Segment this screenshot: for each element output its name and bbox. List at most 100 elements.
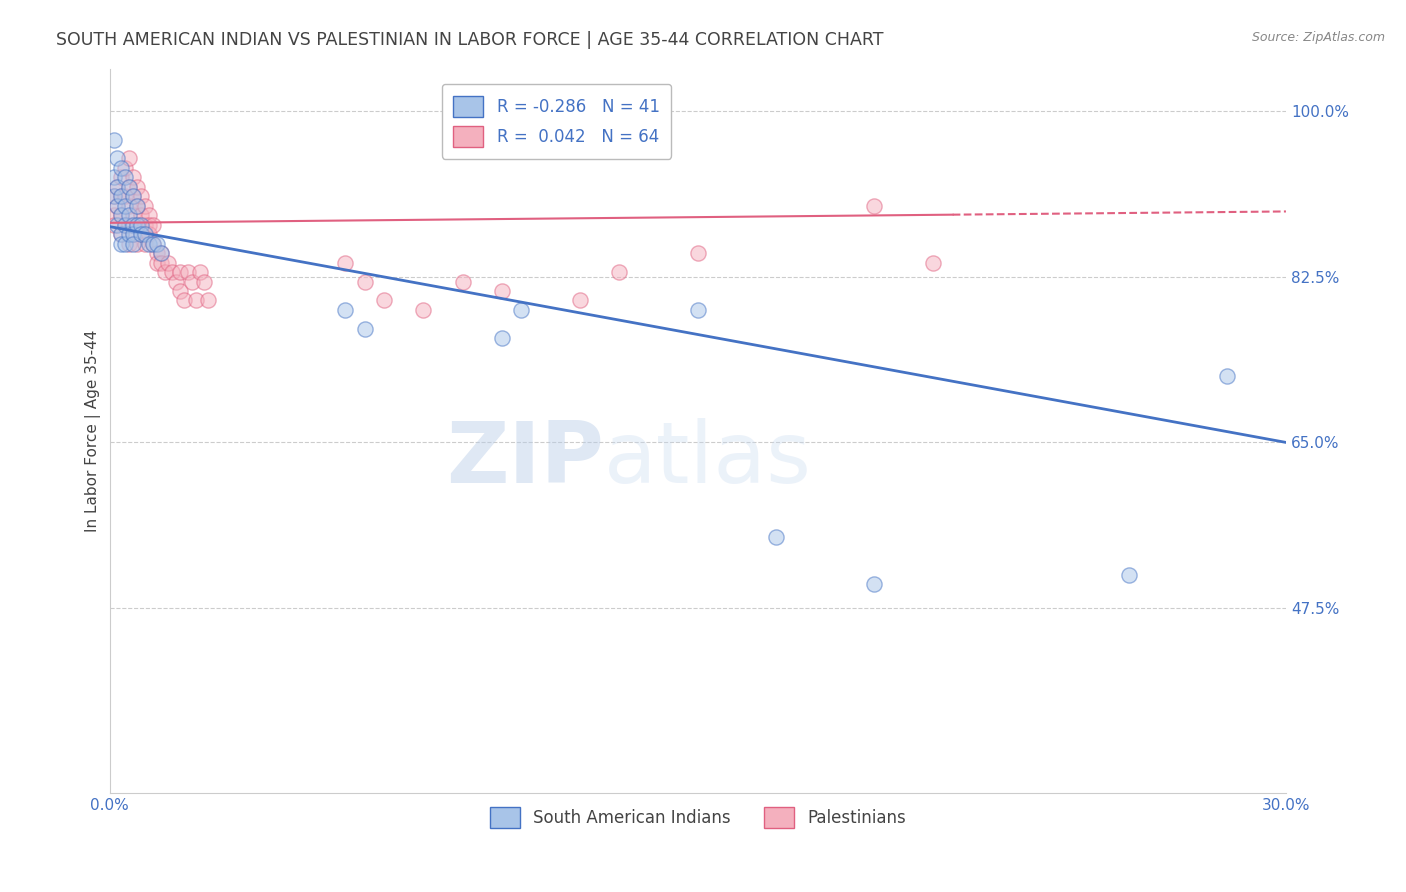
- Point: [125, 179, 148, 194]
- Point: [125, 218, 148, 232]
- Y-axis label: In Labor Force | Age 35-44: In Labor Force | Age 35-44: [86, 329, 101, 532]
- Point: [110, 227, 132, 242]
- Point: [138, 218, 160, 232]
- Point: [165, 275, 187, 289]
- Point: [181, 275, 204, 289]
- Point: [125, 199, 148, 213]
- Point: [609, 265, 631, 279]
- Point: [129, 208, 152, 222]
- Point: [863, 577, 886, 591]
- Point: [107, 179, 129, 194]
- Point: [353, 275, 375, 289]
- Point: [138, 227, 160, 242]
- Point: [118, 152, 141, 166]
- Point: [110, 227, 132, 242]
- Point: [922, 255, 945, 269]
- Point: [110, 161, 132, 175]
- Point: [686, 302, 709, 317]
- Point: [107, 152, 129, 166]
- Point: [103, 218, 125, 232]
- Text: atlas: atlas: [603, 418, 811, 501]
- Point: [110, 170, 132, 185]
- Point: [157, 255, 180, 269]
- Point: [169, 265, 191, 279]
- Point: [145, 246, 167, 260]
- Point: [110, 189, 132, 203]
- Legend: South American Indians, Palestinians: South American Indians, Palestinians: [482, 800, 912, 835]
- Point: [863, 199, 886, 213]
- Point: [451, 275, 474, 289]
- Point: [110, 208, 132, 222]
- Point: [114, 218, 136, 232]
- Point: [125, 218, 148, 232]
- Point: [134, 199, 156, 213]
- Point: [129, 218, 152, 232]
- Point: [134, 236, 156, 251]
- Point: [373, 293, 395, 308]
- Point: [114, 218, 136, 232]
- Point: [103, 189, 125, 203]
- Point: [353, 322, 375, 336]
- Point: [125, 236, 148, 251]
- Point: [122, 170, 145, 185]
- Point: [122, 227, 145, 242]
- Point: [129, 227, 152, 242]
- Point: [193, 275, 215, 289]
- Point: [122, 218, 145, 232]
- Text: SOUTH AMERICAN INDIAN VS PALESTINIAN IN LABOR FORCE | AGE 35-44 CORRELATION CHAR: SOUTH AMERICAN INDIAN VS PALESTINIAN IN …: [56, 31, 884, 49]
- Point: [129, 189, 152, 203]
- Point: [197, 293, 219, 308]
- Point: [333, 255, 356, 269]
- Text: ZIP: ZIP: [446, 418, 603, 501]
- Point: [138, 208, 160, 222]
- Point: [491, 331, 513, 345]
- Point: [107, 199, 129, 213]
- Point: [412, 302, 434, 317]
- Point: [1216, 369, 1239, 384]
- Point: [142, 236, 165, 251]
- Point: [129, 227, 152, 242]
- Point: [1118, 568, 1140, 582]
- Point: [110, 236, 132, 251]
- Point: [162, 265, 184, 279]
- Point: [149, 246, 172, 260]
- Point: [125, 199, 148, 213]
- Point: [110, 189, 132, 203]
- Point: [333, 302, 356, 317]
- Point: [686, 246, 709, 260]
- Point: [122, 208, 145, 222]
- Point: [114, 161, 136, 175]
- Point: [122, 189, 145, 203]
- Point: [107, 218, 129, 232]
- Point: [118, 236, 141, 251]
- Point: [188, 265, 211, 279]
- Point: [114, 236, 136, 251]
- Point: [122, 236, 145, 251]
- Point: [118, 218, 141, 232]
- Point: [138, 236, 160, 251]
- Point: [118, 208, 141, 222]
- Point: [173, 293, 195, 308]
- Point: [169, 284, 191, 298]
- Point: [569, 293, 592, 308]
- Point: [103, 189, 125, 203]
- Point: [142, 218, 165, 232]
- Point: [110, 208, 132, 222]
- Point: [145, 255, 167, 269]
- Point: [184, 293, 207, 308]
- Point: [118, 199, 141, 213]
- Point: [103, 132, 125, 146]
- Point: [142, 236, 165, 251]
- Point: [107, 199, 129, 213]
- Point: [134, 218, 156, 232]
- Point: [149, 246, 172, 260]
- Point: [149, 255, 172, 269]
- Point: [153, 265, 176, 279]
- Point: [114, 189, 136, 203]
- Point: [145, 236, 167, 251]
- Point: [114, 170, 136, 185]
- Point: [114, 199, 136, 213]
- Point: [491, 284, 513, 298]
- Point: [118, 227, 141, 242]
- Point: [122, 189, 145, 203]
